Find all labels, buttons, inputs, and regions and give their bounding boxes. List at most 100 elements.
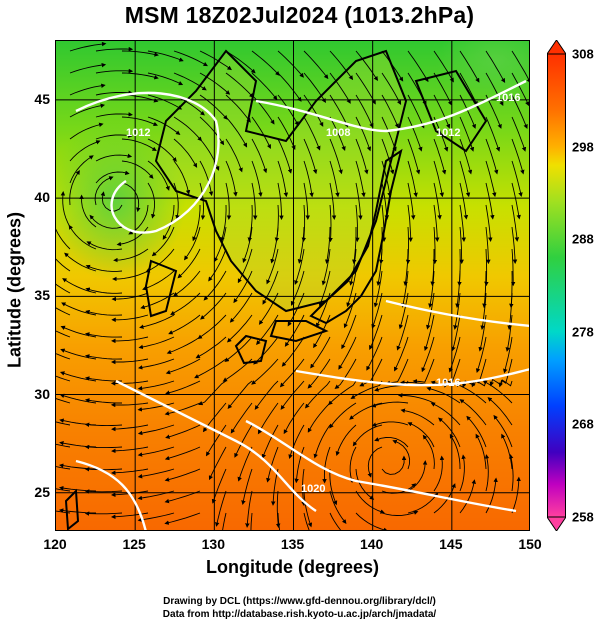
streamline bbox=[403, 248, 409, 287]
streamline bbox=[355, 72, 376, 105]
streamline bbox=[355, 116, 372, 152]
streamline bbox=[373, 270, 383, 308]
streamline bbox=[214, 490, 227, 527]
streamline bbox=[401, 270, 409, 308]
streamline bbox=[226, 314, 253, 343]
isobar-contours bbox=[75, 79, 529, 530]
streamline bbox=[225, 116, 248, 148]
streamline bbox=[164, 402, 201, 416]
streamline bbox=[448, 336, 461, 373]
streamline bbox=[199, 160, 214, 197]
streamline bbox=[290, 270, 305, 306]
streamline bbox=[56, 330, 71, 338]
streamline bbox=[220, 204, 227, 242]
streamline bbox=[455, 270, 461, 309]
streamline bbox=[381, 94, 399, 129]
streamline bbox=[381, 204, 387, 243]
streamline bbox=[69, 103, 106, 118]
streamline bbox=[303, 50, 329, 80]
streamline bbox=[485, 50, 506, 83]
streamline bbox=[376, 248, 383, 287]
streamline bbox=[433, 182, 442, 220]
streamline bbox=[56, 307, 71, 316]
streamline bbox=[484, 454, 490, 492]
streamline bbox=[111, 292, 149, 302]
contour-label: 1016 bbox=[436, 377, 460, 389]
streamline bbox=[60, 191, 71, 228]
streamline bbox=[484, 248, 489, 287]
colorbar-tick-label: 268 bbox=[572, 416, 594, 432]
streamline bbox=[69, 155, 94, 184]
streamline bbox=[329, 182, 337, 220]
streamline bbox=[139, 314, 175, 329]
streamline bbox=[335, 424, 357, 457]
streamline bbox=[137, 468, 175, 479]
streamline bbox=[237, 446, 253, 482]
streamline bbox=[62, 278, 97, 294]
streamline bbox=[199, 72, 231, 95]
streamline bbox=[392, 439, 411, 470]
streamline bbox=[511, 226, 518, 265]
streamline bbox=[338, 336, 357, 370]
streamline bbox=[198, 380, 227, 406]
streamline bbox=[197, 314, 227, 339]
x-tick-label: 120 bbox=[43, 536, 67, 552]
colorbar-max-arrow bbox=[547, 40, 566, 55]
streamline bbox=[359, 358, 383, 387]
streamline bbox=[251, 116, 271, 150]
streamline bbox=[258, 292, 279, 325]
streamline bbox=[194, 358, 227, 379]
streamline bbox=[303, 138, 318, 175]
streamline bbox=[95, 133, 133, 140]
colorbar-tick-label: 308 bbox=[572, 46, 594, 62]
streamline bbox=[283, 402, 305, 435]
streamline bbox=[84, 444, 123, 450]
streamline bbox=[110, 468, 149, 476]
streamline bbox=[487, 397, 513, 426]
contour-label: 1008 bbox=[326, 127, 350, 139]
streamline bbox=[346, 270, 357, 308]
streamline bbox=[277, 512, 281, 530]
streamline bbox=[279, 358, 305, 388]
streamline bbox=[277, 94, 299, 126]
streamline bbox=[307, 358, 331, 389]
cool-core bbox=[56, 121, 186, 281]
streamline bbox=[58, 463, 97, 470]
streamline bbox=[59, 371, 97, 382]
streamline bbox=[147, 116, 181, 135]
cool-northeast bbox=[436, 41, 529, 101]
streamline bbox=[511, 204, 520, 242]
streamline bbox=[482, 270, 487, 309]
streamline bbox=[381, 116, 397, 152]
y-axis-label: Latitude (degrees) bbox=[4, 211, 25, 369]
streamline bbox=[449, 433, 461, 470]
streamline bbox=[137, 358, 175, 370]
streamline bbox=[318, 270, 331, 307]
streamline bbox=[84, 511, 123, 516]
y-tick-label: 35 bbox=[34, 287, 50, 304]
streamline bbox=[110, 358, 149, 365]
streamline bbox=[262, 270, 279, 305]
streamline bbox=[205, 424, 227, 457]
streamline bbox=[225, 138, 243, 173]
streamline bbox=[112, 270, 149, 282]
streamline bbox=[233, 270, 253, 304]
streamline bbox=[371, 292, 383, 329]
streamline bbox=[128, 204, 149, 235]
streamline bbox=[322, 446, 331, 484]
streamline bbox=[95, 68, 134, 74]
streamline bbox=[234, 424, 253, 458]
streamline bbox=[61, 302, 97, 316]
streamline bbox=[251, 160, 263, 198]
streamline bbox=[369, 314, 383, 350]
streamline bbox=[95, 90, 134, 96]
streamline bbox=[485, 116, 501, 152]
streamline bbox=[329, 116, 346, 152]
streamline bbox=[367, 446, 383, 478]
streamline bbox=[433, 483, 456, 514]
streamline bbox=[459, 182, 469, 220]
contour-labels: 1008 1012 1016 1020 1012 1016 bbox=[126, 92, 520, 495]
streamline bbox=[459, 72, 478, 106]
streamline bbox=[137, 380, 175, 391]
streamline bbox=[355, 490, 385, 514]
